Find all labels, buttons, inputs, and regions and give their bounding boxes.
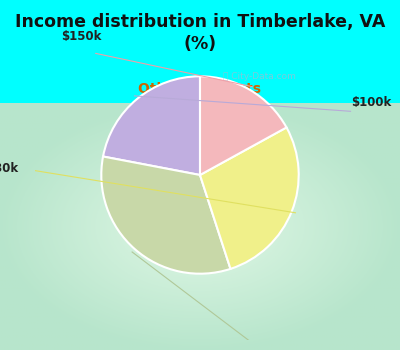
- Text: $30k: $30k: [0, 162, 19, 175]
- Text: ⓘ City-Data.com: ⓘ City-Data.com: [223, 72, 296, 81]
- Wedge shape: [101, 156, 230, 274]
- Text: Income distribution in Timberlake, VA
(%): Income distribution in Timberlake, VA (%…: [15, 13, 385, 53]
- Wedge shape: [200, 76, 286, 175]
- Text: $150k: $150k: [61, 30, 102, 43]
- Text: $100k: $100k: [351, 96, 391, 109]
- Wedge shape: [200, 127, 299, 269]
- Wedge shape: [103, 76, 200, 175]
- Text: Other residents: Other residents: [138, 82, 262, 96]
